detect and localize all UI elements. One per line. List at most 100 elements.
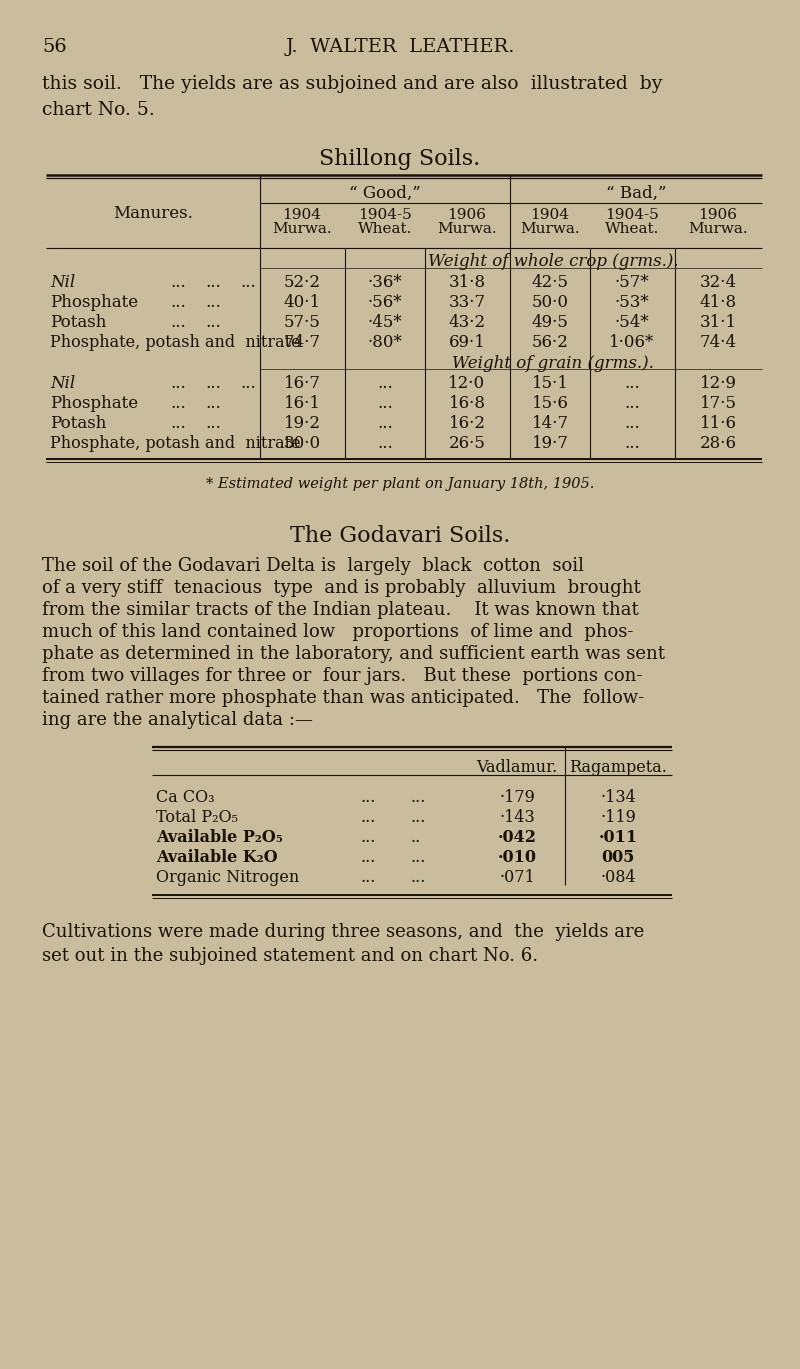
- Text: 11·6: 11·6: [699, 415, 737, 433]
- Text: chart No. 5.: chart No. 5.: [42, 101, 154, 119]
- Text: Murwa.: Murwa.: [272, 222, 332, 235]
- Text: Potash: Potash: [50, 314, 106, 331]
- Text: ·042: ·042: [498, 830, 537, 846]
- Text: 1·06*: 1·06*: [610, 334, 654, 350]
- Text: 49·5: 49·5: [531, 314, 569, 331]
- Text: 56: 56: [42, 38, 66, 56]
- Text: ...: ...: [410, 789, 426, 806]
- Text: ·010: ·010: [498, 849, 537, 867]
- Text: ...: ...: [360, 849, 375, 867]
- Text: “ Good,”: “ Good,”: [349, 185, 421, 203]
- Text: ...: ...: [360, 789, 375, 806]
- Text: ...: ...: [205, 274, 221, 292]
- Text: set out in the subjoined statement and on chart No. 6.: set out in the subjoined statement and o…: [42, 947, 538, 965]
- Text: of a very stiff  tenacious  type  and is probably  alluvium  brought: of a very stiff tenacious type and is pr…: [42, 579, 641, 597]
- Text: 16·7: 16·7: [283, 375, 321, 392]
- Text: ·084: ·084: [600, 869, 636, 886]
- Text: ...: ...: [205, 396, 221, 412]
- Text: The Godavari Soils.: The Godavari Soils.: [290, 524, 510, 548]
- Text: J.  WALTER  LEATHER.: J. WALTER LEATHER.: [286, 38, 514, 56]
- Text: Manures.: Manures.: [113, 205, 193, 222]
- Text: 14·7: 14·7: [531, 415, 569, 433]
- Text: “ Bad,”: “ Bad,”: [606, 185, 666, 203]
- Text: 19·7: 19·7: [531, 435, 569, 452]
- Text: ...: ...: [170, 314, 186, 331]
- Text: ..: ..: [410, 830, 420, 846]
- Text: ...: ...: [624, 396, 640, 412]
- Text: ...: ...: [240, 375, 256, 392]
- Text: Nil: Nil: [50, 375, 75, 392]
- Text: Vadlamur.: Vadlamur.: [476, 758, 558, 776]
- Text: 1906: 1906: [698, 208, 738, 222]
- Text: ...: ...: [205, 415, 221, 433]
- Text: 52·2: 52·2: [283, 274, 321, 292]
- Text: ·80*: ·80*: [368, 334, 402, 350]
- Text: ...: ...: [205, 375, 221, 392]
- Text: 74·7: 74·7: [283, 334, 321, 350]
- Text: 57·5: 57·5: [283, 314, 321, 331]
- Text: 30·0: 30·0: [283, 435, 321, 452]
- Text: Wheat.: Wheat.: [358, 222, 412, 235]
- Text: 1904-5: 1904-5: [358, 208, 412, 222]
- Text: ·36*: ·36*: [368, 274, 402, 292]
- Text: 15·6: 15·6: [531, 396, 569, 412]
- Text: Murwa.: Murwa.: [520, 222, 580, 235]
- Text: Organic Nitrogen: Organic Nitrogen: [156, 869, 299, 886]
- Text: ·45*: ·45*: [368, 314, 402, 331]
- Text: ...: ...: [624, 435, 640, 452]
- Text: 12·0: 12·0: [449, 375, 486, 392]
- Text: this soil.   The yields are as subjoined and are also  illustrated  by: this soil. The yields are as subjoined a…: [42, 75, 662, 93]
- Text: 40·1: 40·1: [283, 294, 321, 311]
- Text: ...: ...: [377, 415, 393, 433]
- Text: ...: ...: [410, 849, 426, 867]
- Text: ...: ...: [377, 375, 393, 392]
- Text: Cultivations were made during three seasons, and  the  yields are: Cultivations were made during three seas…: [42, 923, 644, 941]
- Text: Phosphate, potash and  nitrate: Phosphate, potash and nitrate: [50, 435, 301, 452]
- Text: 1904: 1904: [282, 208, 322, 222]
- Text: 15·1: 15·1: [531, 375, 569, 392]
- Text: tained rather more phosphate than was anticipated.   The  follow-: tained rather more phosphate than was an…: [42, 689, 644, 706]
- Text: 1904-5: 1904-5: [605, 208, 659, 222]
- Text: Total P₂O₅: Total P₂O₅: [156, 809, 238, 826]
- Text: Ca CO₃: Ca CO₃: [156, 789, 214, 806]
- Text: ...: ...: [170, 396, 186, 412]
- Text: ·54*: ·54*: [614, 314, 650, 331]
- Text: ·179: ·179: [499, 789, 535, 806]
- Text: Weight of whole crop (grms.).: Weight of whole crop (grms.).: [428, 253, 678, 270]
- Text: 28·6: 28·6: [699, 435, 737, 452]
- Text: ...: ...: [410, 869, 426, 886]
- Text: ...: ...: [360, 830, 375, 846]
- Text: ...: ...: [360, 869, 375, 886]
- Text: 16·1: 16·1: [283, 396, 321, 412]
- Text: ·134: ·134: [600, 789, 636, 806]
- Text: * Estimated weight per plant on January 18th, 1905.: * Estimated weight per plant on January …: [206, 476, 594, 491]
- Text: Shillong Soils.: Shillong Soils.: [319, 148, 481, 170]
- Text: ...: ...: [410, 809, 426, 826]
- Text: 69·1: 69·1: [449, 334, 486, 350]
- Text: 56·2: 56·2: [531, 334, 569, 350]
- Text: 17·5: 17·5: [699, 396, 737, 412]
- Text: 16·8: 16·8: [449, 396, 486, 412]
- Text: Nil: Nil: [50, 274, 75, 292]
- Text: ·53*: ·53*: [614, 294, 650, 311]
- Text: 43·2: 43·2: [449, 314, 486, 331]
- Text: ...: ...: [377, 396, 393, 412]
- Text: 26·5: 26·5: [449, 435, 486, 452]
- Text: ing are the analytical data :—: ing are the analytical data :—: [42, 711, 313, 730]
- Text: 32·4: 32·4: [699, 274, 737, 292]
- Text: ...: ...: [377, 435, 393, 452]
- Text: Ragampeta.: Ragampeta.: [569, 758, 667, 776]
- Text: ...: ...: [205, 314, 221, 331]
- Text: 12·9: 12·9: [699, 375, 737, 392]
- Text: Phosphate, potash and  nitrate: Phosphate, potash and nitrate: [50, 334, 301, 350]
- Text: ·143: ·143: [499, 809, 535, 826]
- Text: ·56*: ·56*: [368, 294, 402, 311]
- Text: ...: ...: [170, 294, 186, 311]
- Text: ·071: ·071: [499, 869, 535, 886]
- Text: ...: ...: [624, 375, 640, 392]
- Text: 1906: 1906: [447, 208, 486, 222]
- Text: Potash: Potash: [50, 415, 106, 433]
- Text: Murwa.: Murwa.: [437, 222, 497, 235]
- Text: ·119: ·119: [600, 809, 636, 826]
- Text: ...: ...: [170, 375, 186, 392]
